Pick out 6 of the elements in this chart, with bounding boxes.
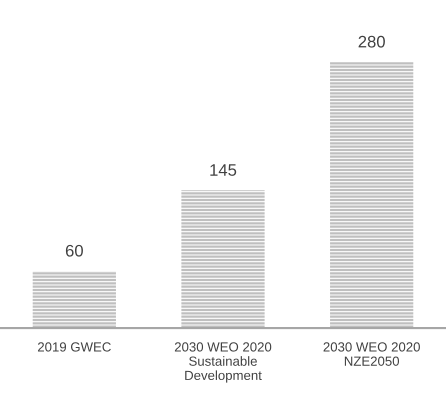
data-label: 60 xyxy=(66,244,83,257)
x-tick-label: 2019 GWEC xyxy=(38,342,111,352)
data-label: 145 xyxy=(210,164,236,176)
x-tick-label: 2030 WEO 2020 Sustainable Development xyxy=(174,342,272,383)
data-label: 280 xyxy=(358,36,385,48)
x-tick-label: 2030 WEO 2020 NZE2050 xyxy=(324,342,420,366)
